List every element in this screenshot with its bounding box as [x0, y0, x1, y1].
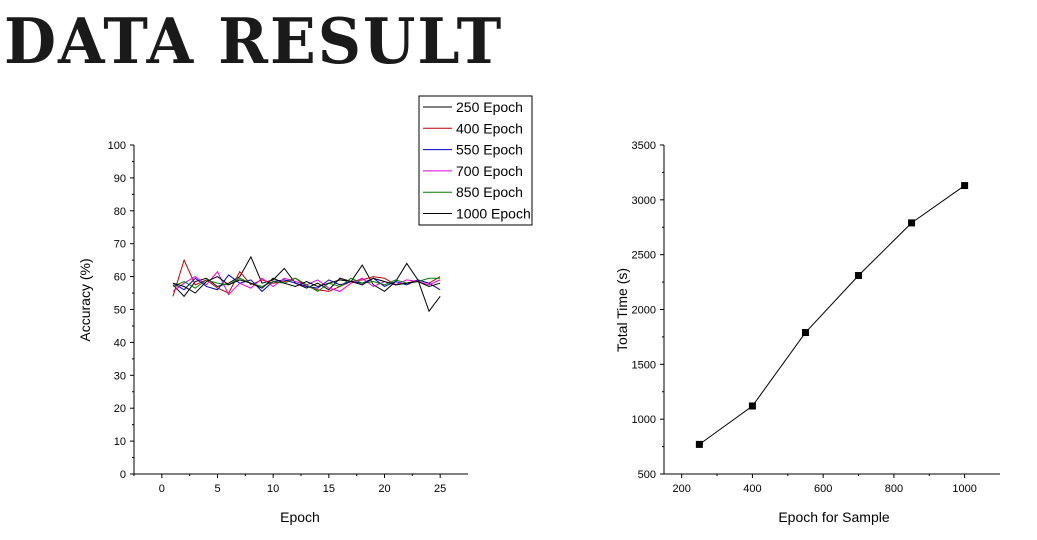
- total-time-y-tick-label: 1000: [632, 414, 656, 426]
- total-time-point: [855, 272, 863, 280]
- accuracy-gridless-plot-area: 0 5 10 15 20 25 0 10 20 30 40 50 60 70 80 90 100: [108, 140, 468, 495]
- accuracy-y-tick-label: 80: [114, 206, 126, 218]
- total-time-series-line: [699, 185, 965, 445]
- accuracy-y-tick-label: 50: [114, 305, 126, 317]
- accuracy-series-line-3: [172, 274, 441, 293]
- total-time-x-axis: 200 400 600 800 1000: [673, 474, 977, 495]
- accuracy-x-tick-label: 20: [378, 483, 390, 495]
- total-time-x-tick-label: 600: [814, 483, 832, 495]
- accuracy-series-group: [172, 255, 441, 313]
- accuracy-y-tick-label: 90: [114, 173, 126, 185]
- total-time-y-tick-label: 3500: [632, 140, 656, 152]
- accuracy-legend-label: 550 Epoch: [456, 142, 523, 158]
- total-time-x-tick-label: 1000: [952, 483, 976, 495]
- accuracy-x-tick-label: 0: [159, 483, 165, 495]
- accuracy-legend: 250 Epoch 400 Epoch 550 Epoch 700 Epoch 850 …: [418, 95, 533, 226]
- total-time-x-tick-label: 200: [673, 483, 691, 495]
- total-time-y-tick-label: 1500: [632, 359, 656, 371]
- accuracy-y-tick-label: 100: [108, 140, 126, 152]
- total-time-y-tick-label: 2000: [632, 305, 656, 317]
- accuracy-legend-label: 850 Epoch: [456, 184, 523, 200]
- accuracy-x-tick-label: 15: [323, 483, 335, 495]
- accuracy-x-axis-label: Epoch: [280, 509, 320, 525]
- accuracy-y-tick-label: 30: [114, 370, 126, 382]
- total-time-y-tick-label: 2500: [632, 250, 656, 262]
- accuracy-y-tick-label: 70: [114, 239, 126, 251]
- total-time-x-tick-label: 400: [743, 483, 761, 495]
- total-time-point: [748, 402, 756, 410]
- accuracy-x-tick-label: 5: [214, 483, 220, 495]
- accuracy-x-tick-label: 10: [267, 483, 279, 495]
- accuracy-x-tick-label: 25: [434, 483, 446, 495]
- accuracy-legend-label: 1000 Epoch: [456, 206, 531, 222]
- total-time-point: [961, 182, 969, 190]
- accuracy-x-axis: 0 5 10 15 20 25: [133, 474, 446, 495]
- total-time-x-tick-label: 800: [885, 483, 903, 495]
- accuracy-y-tick-label: 40: [114, 337, 126, 349]
- accuracy-y-tick-label: 10: [114, 436, 126, 448]
- accuracy-legend-box: [418, 95, 533, 226]
- accuracy-y-tick-label: 60: [114, 272, 126, 284]
- total-time-series-group: [695, 182, 969, 448]
- accuracy-legend-label: 250 Epoch: [456, 99, 523, 115]
- total-time-x-axis-label: Epoch for Sample: [778, 509, 889, 525]
- accuracy-y-axis: 0 10 20 30 40 50 60 70 80 90 100: [108, 140, 134, 481]
- accuracy-series-line-6: [172, 276, 441, 294]
- page-title: DATA RESULT: [4, 5, 504, 79]
- accuracy-y-tick-label: 0: [120, 469, 126, 481]
- total-time-y-axis: 500 1000 1500 2000 2500 3000 3500: [632, 140, 664, 481]
- accuracy-legend-label: 400 Epoch: [456, 120, 523, 136]
- accuracy-y-tick-label: 20: [114, 403, 126, 415]
- total-time-point: [801, 329, 809, 337]
- accuracy-series-line-5: [172, 277, 441, 293]
- total-time-point: [908, 219, 916, 227]
- total-time-point: [695, 440, 703, 448]
- total-time-y-tick-label: 3000: [632, 195, 656, 207]
- total-time-y-tick-label: 500: [638, 469, 656, 481]
- total-time-y-axis-label: Total Time (s): [614, 268, 630, 352]
- accuracy-legend-entries: 250 Epoch 400 Epoch 550 Epoch 700 Epoch 850 …: [423, 99, 531, 222]
- accuracy-legend-label: 700 Epoch: [456, 163, 523, 179]
- accuracy-y-axis-label: Accuracy (%): [77, 258, 93, 341]
